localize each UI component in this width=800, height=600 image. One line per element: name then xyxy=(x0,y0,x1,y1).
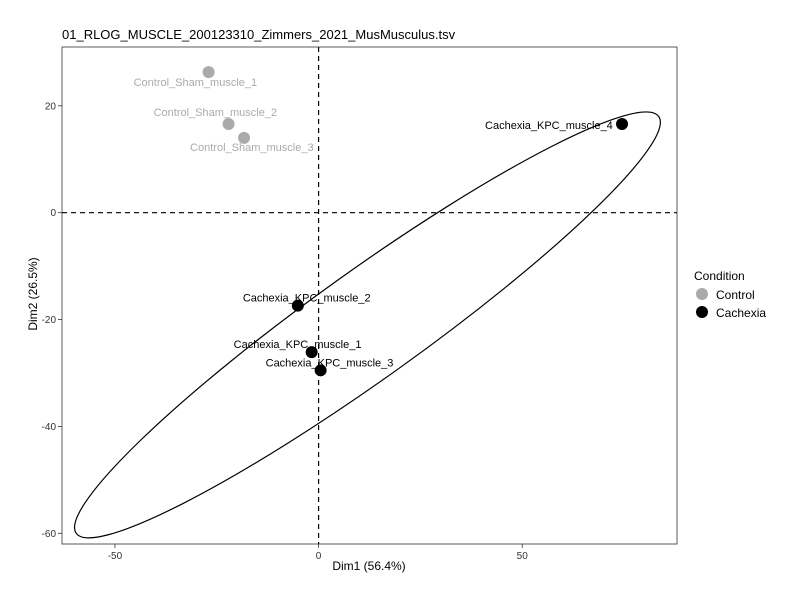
x-tick-label: 50 xyxy=(517,551,529,562)
x-tick-label: 0 xyxy=(316,551,322,562)
data-point xyxy=(305,346,318,359)
y-tick-label: -40 xyxy=(42,422,57,433)
point-label: Cachexia_KPC_muscle_4 xyxy=(485,120,613,132)
point-label: Cachexia_KPC_muscle_2 xyxy=(243,293,371,305)
chart-title: 01_RLOG_MUSCLE_200123310_Zimmers_2021_Mu… xyxy=(62,27,456,42)
y-tick-label: -20 xyxy=(42,315,57,326)
data-point xyxy=(616,117,629,130)
data-point xyxy=(238,131,251,144)
confidence-ellipse xyxy=(73,111,661,539)
x-axis-title: Dim1 (56.4%) xyxy=(332,559,405,573)
point-label: Control_Sham_muscle_1 xyxy=(134,77,258,89)
y-axis-title: Dim2 (26.5%) xyxy=(26,257,40,330)
plot-area: -50 0 50 -60 -40 -20 0 20 Control_Sham_muscle_1 C… xyxy=(42,46,678,562)
legend-title: Condition xyxy=(694,269,745,283)
legend: Condition Control Cachexia xyxy=(694,269,766,320)
x-tick-label: -50 xyxy=(108,551,123,562)
data-point xyxy=(291,299,304,312)
plot-border xyxy=(61,46,678,545)
legend-key-control xyxy=(696,288,708,300)
point-label: Cachexia_KPC_muscle_3 xyxy=(266,357,394,369)
legend-key-cachexia xyxy=(696,306,708,318)
data-point xyxy=(314,364,327,377)
y-tick-label: -60 xyxy=(42,529,57,540)
point-label: Cachexia_KPC_muscle_1 xyxy=(234,339,362,351)
point-label: Control_Sham_muscle_3 xyxy=(190,142,314,154)
y-tick-label: 0 xyxy=(50,208,56,219)
point-label: Control_Sham_muscle_2 xyxy=(154,107,278,119)
y-tick-label: 20 xyxy=(45,101,57,112)
data-point xyxy=(202,66,215,79)
data-point xyxy=(222,117,235,130)
legend-label-cachexia: Cachexia xyxy=(716,306,766,320)
legend-label-control: Control xyxy=(716,288,755,302)
